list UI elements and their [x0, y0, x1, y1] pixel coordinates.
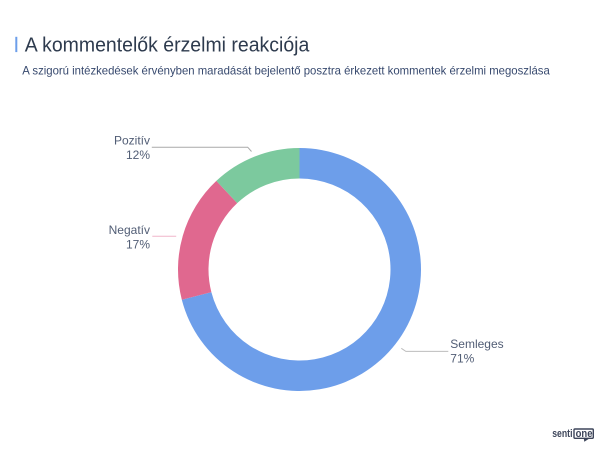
svg-text:Pozitív: Pozitív — [114, 134, 150, 148]
svg-text:one: one — [576, 428, 593, 440]
svg-text:71%: 71% — [450, 351, 474, 365]
svg-text:17%: 17% — [126, 237, 150, 251]
svg-text:Semleges: Semleges — [450, 337, 503, 351]
svg-text:12%: 12% — [126, 148, 150, 162]
svg-text:A kommentelők érzelmi reakciój: A kommentelők érzelmi reakciója — [25, 35, 310, 57]
svg-text:Negatív: Negatív — [109, 223, 150, 237]
svg-text:senti: senti — [552, 428, 572, 440]
svg-text:A szigorú intézkedések érvényb: A szigorú intézkedések érvényben maradás… — [22, 64, 550, 78]
